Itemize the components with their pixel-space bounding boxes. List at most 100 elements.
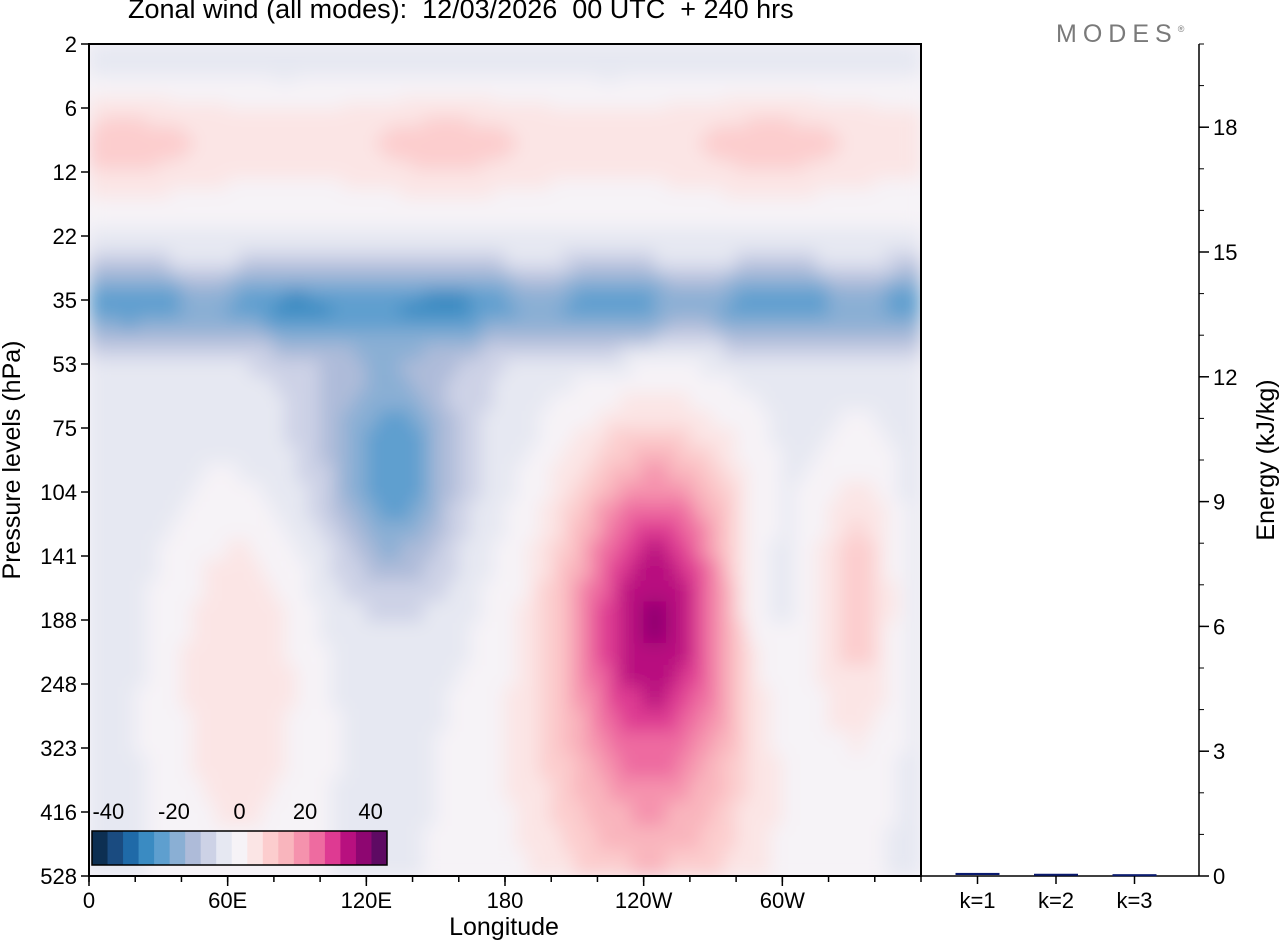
heatmap-cell — [111, 65, 125, 72]
heatmap-cell — [412, 48, 425, 56]
heatmap-cell — [458, 143, 471, 153]
heatmap-cell — [469, 109, 483, 119]
heatmap-cell — [885, 70, 899, 77]
heatmap-cell — [677, 410, 691, 429]
heatmap-cell — [273, 559, 286, 582]
heatmap-cell — [134, 777, 148, 803]
heatmap-cell — [111, 482, 125, 502]
heatmap-cell — [735, 393, 749, 412]
heatmap-cell — [793, 134, 806, 145]
heatmap-cell — [758, 217, 772, 229]
heatmap-cell — [816, 103, 830, 111]
heatmap-cell — [781, 427, 795, 447]
heatmap-cell — [308, 238, 321, 252]
heatmap-cell — [654, 160, 668, 171]
heatmap-cell — [469, 117, 483, 128]
heatmap-cell — [388, 160, 402, 171]
heatmap-cell — [250, 70, 263, 77]
heatmap-cell — [400, 331, 414, 347]
heatmap-cell — [400, 621, 414, 645]
heatmap-cell — [793, 54, 806, 61]
heatmap-cell — [793, 75, 806, 83]
heatmap-cell — [261, 126, 275, 136]
heatmap-cell — [550, 143, 564, 153]
heatmap-cell — [250, 540, 263, 561]
heatmap-cell — [100, 169, 113, 180]
heatmap-cell — [377, 482, 390, 502]
heatmap-cell — [111, 289, 125, 304]
heatmap-cell — [620, 359, 633, 378]
heatmap-cell — [908, 316, 921, 333]
heatmap-cell — [377, 44, 390, 50]
heatmap-cell — [712, 263, 726, 278]
heatmap-cell — [735, 44, 749, 50]
heatmap-cell — [816, 445, 830, 465]
heatmap-cell — [134, 54, 148, 61]
heatmap-cell — [157, 75, 171, 83]
heatmap-cell — [111, 117, 125, 128]
heatmap-cell — [388, 65, 402, 72]
heatmap-cell — [296, 520, 310, 542]
heatmap-cell — [885, 208, 899, 219]
heatmap-cell — [469, 227, 483, 240]
heatmap-cell — [527, 59, 541, 67]
heatmap-cell — [504, 601, 518, 623]
heatmap-cell — [839, 410, 853, 429]
heatmap-cell — [481, 731, 494, 756]
heatmap-cell — [227, 359, 240, 378]
heatmap-cell — [146, 463, 159, 484]
heatmap-cell — [123, 198, 136, 210]
heatmap-cell — [157, 580, 171, 603]
heatmap-cell — [446, 188, 460, 200]
y-tick-label: 528 — [40, 864, 77, 889]
heatmap-cell — [227, 208, 240, 219]
heatmap-cell — [573, 81, 587, 88]
heatmap-cell — [828, 708, 841, 733]
heatmap-cell — [89, 427, 102, 447]
heatmap-cell — [804, 198, 818, 210]
heatmap-cell — [458, 109, 471, 119]
heatmap-cell — [804, 59, 818, 67]
heatmap-cell — [816, 48, 830, 56]
heatmap-cell — [227, 345, 240, 361]
heatmap-cell — [204, 664, 217, 688]
heatmap-cell — [492, 151, 506, 162]
heatmap-cell — [89, 410, 102, 429]
heatmap-cell — [111, 92, 125, 99]
heatmap-cell — [238, 500, 252, 522]
heatmap-cell — [215, 217, 229, 229]
heatmap-cell — [781, 850, 795, 876]
heatmap-cell — [146, 345, 159, 361]
heatmap-cell — [712, 59, 726, 67]
heatmap-cell — [620, 664, 633, 688]
heatmap-cell — [585, 103, 598, 111]
heatmap-cell — [238, 54, 252, 61]
heatmap-cell — [828, 48, 841, 56]
heatmap-cell — [169, 664, 182, 688]
heatmap-cell — [804, 92, 818, 99]
heatmap-cell — [839, 302, 853, 318]
heatmap-cell — [596, 86, 610, 94]
heatmap-cell — [897, 500, 910, 522]
heatmap-cell — [100, 178, 113, 190]
heatmap-cell — [146, 151, 159, 162]
heatmap-cell — [585, 302, 598, 318]
heatmap-cell — [123, 754, 136, 779]
heatmap-cell — [724, 376, 737, 395]
heatmap-cell — [400, 48, 414, 56]
heatmap-cell — [758, 198, 772, 210]
heatmap-cell — [342, 227, 356, 240]
heatmap-cell — [296, 109, 310, 119]
heatmap-cell — [816, 70, 830, 77]
heatmap-cell — [169, 777, 182, 803]
heatmap-cell — [550, 208, 564, 219]
heatmap-cell — [747, 54, 760, 61]
heatmap-cell — [781, 302, 795, 318]
heatmap-cell — [319, 160, 333, 171]
heatmap-cell — [573, 48, 587, 56]
heatmap-cell — [192, 445, 206, 465]
heatmap-cell — [504, 540, 518, 561]
heatmap-cell — [527, 250, 541, 265]
heatmap-cell — [342, 188, 356, 200]
heatmap-cell — [735, 238, 749, 252]
